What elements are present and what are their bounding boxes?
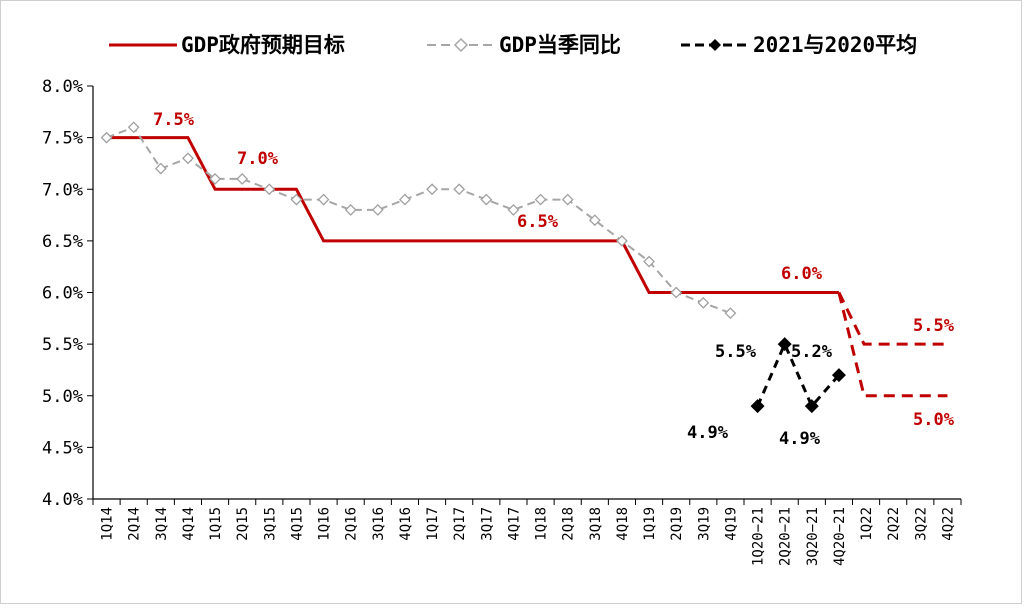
series-line-quarterly (106, 126, 731, 315)
quarterly-point (697, 296, 710, 309)
y-tick-label: 4.0% (42, 490, 83, 510)
x-tick-label: 3Q14 (154, 507, 170, 541)
target-label-5-0: 5.0% (913, 410, 955, 430)
x-tick-label: 1Q17 (425, 507, 441, 541)
quarterly-point (263, 183, 276, 196)
x-tick-label: 4Q19 (723, 507, 739, 541)
legend: GDP政府预期目标 GDP当季同比 2021与2020平均 (109, 33, 917, 57)
legend-label-quarterly: GDP当季同比 (499, 33, 621, 57)
average-point (750, 399, 765, 414)
x-tick-label: 2Q15 (235, 507, 251, 541)
quarterly-point (344, 203, 357, 216)
quarterly-point (182, 152, 194, 165)
y-ticks: 8.0% 7.5% 7.0% 6.5% 6.0% 5.5% 5.0% 4.5% 4.0% (42, 77, 93, 510)
series-line-target (106, 136, 839, 294)
x-tick-label: 4Q20−21 (832, 507, 848, 566)
target-label-7-0: 7.0% (237, 149, 279, 169)
quarterly-point (616, 234, 628, 247)
y-tick-label: 4.5% (42, 438, 83, 458)
quarterly-point (724, 307, 737, 320)
legend-marker-quarterly (453, 37, 469, 53)
x-tick-label: 4Q22 (940, 507, 956, 541)
quarterly-point (290, 193, 303, 206)
quarterly-point (100, 131, 113, 144)
average-label-3q: 4.9% (779, 429, 821, 449)
legend-label-target: GDP政府预期目标 (181, 33, 345, 57)
quarterly-point (154, 162, 167, 175)
average-point (804, 399, 819, 414)
x-tick-label: 3Q15 (262, 507, 278, 541)
annotations: 7.5% 7.0% 6.5% 6.0% 5.5% 5.0% 4.9% 5.5% … (153, 110, 955, 449)
y-tick-label: 7.0% (42, 180, 83, 200)
quarterly-point (209, 173, 221, 185)
average-label-1q: 4.9% (687, 423, 729, 443)
quarterly-point (507, 203, 520, 216)
x-tick-label: 3Q16 (371, 507, 387, 541)
y-tick-label: 5.5% (42, 335, 83, 355)
y-tick-label: 5.0% (42, 387, 83, 407)
x-ticks: 1Q14 2Q14 3Q14 4Q14 1Q15 2Q15 3Q15 4Q15 1Q16 2Q16… (92, 499, 962, 566)
plot-area (100, 121, 948, 414)
x-tick-label: 2Q19 (669, 507, 685, 541)
projection-line-lower (837, 292, 948, 398)
x-tick-label: 4Q16 (398, 507, 414, 541)
quarterly-point (399, 193, 411, 206)
x-tick-label: 2Q20−21 (778, 507, 794, 566)
average-point (831, 368, 846, 383)
x-tick-label: 4Q14 (181, 507, 197, 541)
x-tick-label: 2Q17 (452, 507, 468, 541)
x-tick-label: 1Q18 (534, 507, 550, 541)
quarterly-point (236, 173, 249, 185)
x-tick-label: 1Q20−21 (751, 507, 767, 566)
average-label-2q: 5.5% (715, 342, 757, 362)
target-label-6-0: 6.0% (781, 264, 823, 284)
target-label-5-5: 5.5% (913, 316, 955, 336)
target-label-6-5: 6.5% (517, 212, 559, 232)
quarterly-point (561, 193, 574, 206)
y-tick-label: 6.5% (42, 232, 83, 252)
x-tick-label: 2Q14 (127, 507, 143, 541)
quarterly-point (480, 193, 493, 206)
quarterly-point (670, 286, 683, 299)
y-tick-label: 8.0% (42, 77, 83, 97)
x-tick-label: 4Q18 (615, 507, 631, 541)
x-tick-label: 3Q20−21 (805, 507, 821, 566)
target-label-7-5: 7.5% (153, 110, 195, 130)
y-tick-label: 7.5% (42, 129, 83, 149)
series-line-average (756, 340, 841, 409)
quarterly-point (588, 214, 601, 227)
quarterly-point (534, 193, 547, 206)
y-tick-label: 6.0% (42, 284, 83, 304)
projection-line-upper (837, 291, 948, 346)
x-tick-label: 2Q22 (886, 507, 902, 541)
average-label-4q: 5.2% (791, 342, 833, 362)
x-tick-label: 4Q17 (506, 507, 522, 541)
x-tick-label: 3Q22 (913, 507, 929, 541)
quarterly-point (643, 255, 655, 268)
x-tick-label: 1Q22 (859, 507, 875, 541)
quarterly-point (127, 121, 140, 134)
legend-marker-average (709, 39, 721, 51)
x-tick-label: 1Q14 (100, 507, 116, 541)
quarterly-point (453, 183, 466, 196)
x-tick-label: 1Q16 (317, 507, 333, 541)
quarterly-point (317, 193, 330, 206)
x-tick-label: 4Q15 (289, 507, 305, 541)
quarterly-point (371, 203, 384, 216)
x-tick-label: 1Q19 (642, 507, 658, 541)
x-tick-label: 3Q19 (696, 507, 712, 541)
average-point (777, 337, 792, 352)
x-tick-label: 1Q15 (208, 507, 224, 541)
quarterly-point (426, 183, 438, 196)
legend-label-average: 2021与2020平均 (753, 33, 917, 57)
x-tick-label: 3Q18 (588, 507, 604, 541)
x-tick-label: 3Q17 (479, 507, 495, 541)
x-tick-label: 2Q16 (344, 507, 360, 541)
x-tick-label: 2Q18 (561, 507, 577, 541)
